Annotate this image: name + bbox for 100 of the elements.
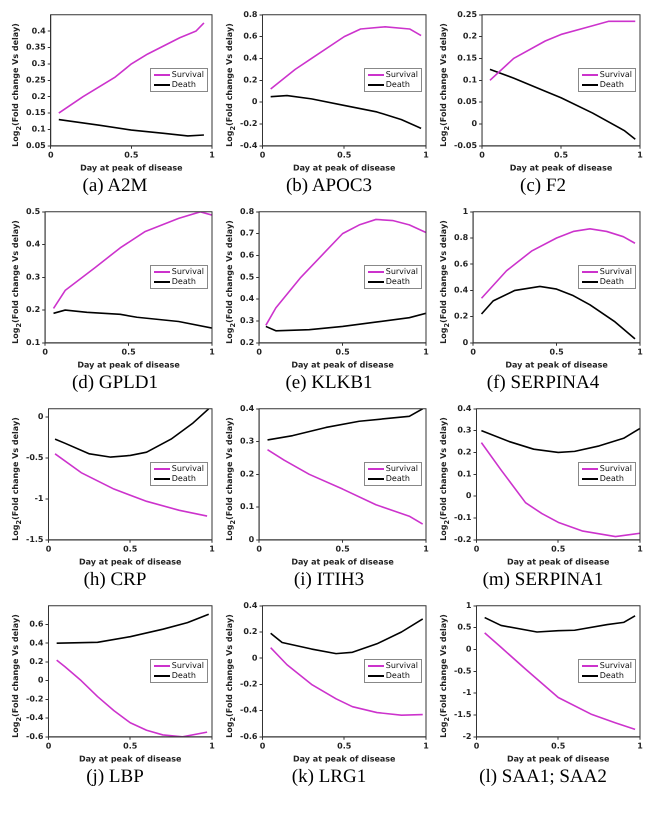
y-tick-label: -0.4 [240,706,258,715]
x-axis-title: Day at peak of disease [77,360,180,370]
y-tick-label: 0 [466,491,472,500]
y-tick-label: -0.5 [26,453,44,462]
x-tick-label: 0.5 [551,742,566,751]
y-tick-label: 0.6 [243,32,258,41]
y-tick-label: 0.25 [457,10,478,19]
x-axis-title: Day at peak of disease [293,754,396,764]
y-tick-label: 0.2 [243,75,258,84]
y-tick-label: 0.4 [29,638,44,648]
y-tick-label: 0 [252,97,258,106]
text: (l) SAA1; SAA2 [479,766,607,788]
y-tick-label: 0.3 [240,436,254,446]
y-tick-label: -0.5 [454,666,472,676]
x-axis-title: Day at peak of disease [505,360,608,370]
y-tick-label: 0.15 [26,108,46,118]
text: (m) SERPINA1 [482,569,604,591]
y-tick-label: -0.2 [454,534,472,544]
y-tick-label: -0.05 [454,140,478,150]
y-tick-label: 0.2 [240,338,254,347]
legend-label: Survival [172,464,204,474]
y-tick-label: 0.8 [454,233,469,242]
x-tick-label: 0.5 [336,348,350,357]
x-tick-label: 0.5 [337,742,352,751]
y-tick-label: 0.2 [32,92,46,101]
legend-label: Survival [386,661,418,672]
y-tick-label: -2 [462,732,472,741]
x-tick-label: 1 [209,150,216,160]
y-tick-label: 0.05 [457,97,478,106]
text: (c) F2 [520,175,566,197]
y-tick-label: 0.4 [240,404,255,413]
legend-label: Survival [172,661,204,672]
y-tick-label: 0.2 [457,448,472,457]
y-tick-label: 0.2 [29,657,44,666]
legend-label: Death [600,277,624,288]
legend-label: Survival [386,70,418,80]
legend-label: Survival [600,267,632,278]
y-tick-label: 0.1 [26,338,41,347]
y-tick-label: 0 [248,534,255,544]
legend-label: Survival [172,70,204,80]
legend-label: Survival [172,267,204,278]
text: (a) A2M [82,175,148,197]
x-tick-label: 1 [209,544,216,554]
x-tick-label: 1 [423,544,430,554]
y-tick-label: 0.05 [26,140,46,150]
text: (b) APOC3 [286,175,372,197]
legend-label: Survival [600,464,632,474]
y-tick-label: 0 [462,338,469,347]
y-tick-label: 0.35 [26,42,46,52]
x-tick-label: 1 [637,150,644,160]
y-tick-label: 0.2 [240,469,254,478]
text: (f) SERPINA4 [486,372,600,394]
y-tick-label: 0.7 [240,228,254,238]
y-tick-label: 0.3 [457,426,472,435]
y-tick-label: 0.2 [462,32,478,41]
y-tick-label: -1 [462,688,472,698]
y-tick-label: 0 [252,653,258,662]
text: (d) GPLD1 [72,372,158,394]
text: (k) LRG1 [292,766,366,788]
x-axis-title: Day at peak of disease [79,557,182,566]
y-tick-label: -0.6 [26,732,44,741]
text: (e) KLKB1 [285,372,373,394]
x-tick-label: 0.5 [123,742,138,751]
y-tick-label: 0.1 [240,502,255,512]
y-tick-label: 0.1 [462,75,478,84]
y-tick-label: 0.2 [243,627,258,636]
text: (h) CRP [84,569,146,591]
x-axis-title: Day at peak of disease [510,163,613,172]
text: (j) LBP [86,766,144,788]
x-tick-label: 0.5 [122,348,136,357]
x-tick-label: 1 [423,348,430,357]
y-tick-label: 0.3 [240,316,254,326]
y-tick-label: 0.1 [32,124,46,134]
x-tick-label: 0.5 [123,544,138,554]
x-axis-title: Day at peak of disease [507,557,610,566]
y-tick-label: 0.2 [454,312,468,321]
x-tick-label: 1 [423,150,430,160]
y-tick-label: 0.4 [243,54,258,63]
y-tick-label: 0.4 [457,404,472,413]
legend-label: Death [386,474,410,484]
x-tick-label: 0 [260,150,266,160]
y-tick-label: 0.8 [240,206,255,216]
legend-label: Death [600,474,624,484]
y-tick-label: 0.3 [26,272,40,282]
y-tick-label: -0.4 [26,713,44,722]
y-tick-label: 0.2 [26,305,40,314]
y-tick-label: 0.5 [240,272,255,282]
y-tick-label: 0.8 [243,10,258,19]
legend-label: Death [172,671,196,682]
legend-label: Death [386,671,410,682]
legend-label: Death [386,277,410,288]
x-tick-label: 0 [479,150,486,160]
y-tick-label: 0.5 [457,622,472,632]
y-tick-label: -0.1 [454,513,472,522]
x-tick-label: 0.5 [124,150,139,160]
x-axis-title: Day at peak of disease [507,754,610,764]
y-tick-label: -0.6 [240,732,258,741]
x-tick-label: 0.5 [551,544,566,554]
y-tick-label: 0.6 [240,250,255,260]
y-tick-label: 0.6 [454,259,469,268]
